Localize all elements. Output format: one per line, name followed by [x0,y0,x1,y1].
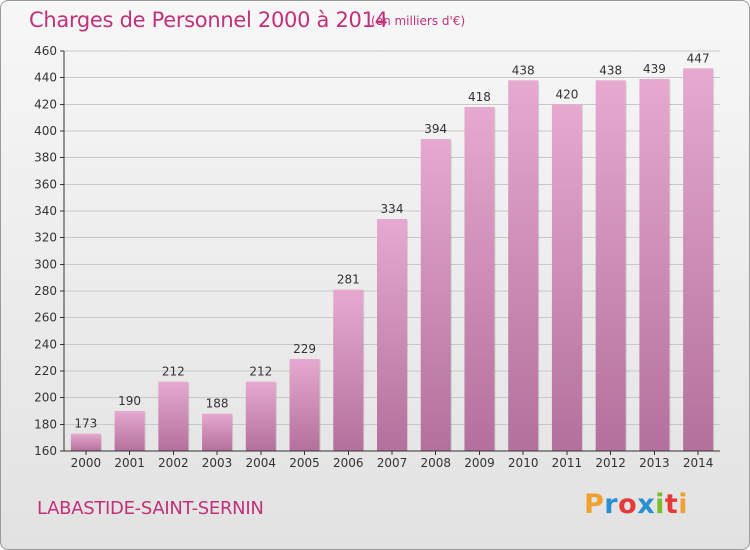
data-label-2002: 212 [162,365,185,379]
x-tick-label-2005: 2005 [289,456,320,470]
bar-2010 [508,80,539,451]
bar-2014 [683,68,714,451]
logo-letter: t [664,489,679,520]
x-tick-label-2000: 2000 [71,456,102,470]
bar-2007 [377,219,407,451]
bar-2012 [595,80,626,451]
y-tick-label: 180 [34,417,57,431]
x-tick-label-2011: 2011 [552,456,583,470]
data-label-2009: 418 [468,90,491,104]
bar-2004 [245,381,276,451]
data-label-2011: 420 [555,87,578,101]
chart-subtitle: (en milliers d'€) [371,14,466,28]
bar-2011 [551,104,582,451]
bars [70,68,715,451]
bar-2003 [202,413,233,451]
data-label-2006: 281 [337,273,360,287]
y-tick-label: 420 [34,97,57,111]
y-tick-label: 260 [34,311,57,325]
logo-letter: i [678,489,689,520]
y-tick-label: 280 [34,284,57,298]
x-tick-label-2002: 2002 [158,456,189,470]
x-tick-label-2010: 2010 [508,456,539,470]
data-label-2014: 447 [687,51,710,65]
y-tick-label: 380 [34,151,57,165]
data-label-2000: 173 [74,417,97,431]
x-tick-label-2012: 2012 [595,456,626,470]
logo-letter: i [655,489,665,520]
y-tick-label: 440 [34,71,57,85]
x-tick-label-2014: 2014 [683,456,714,470]
bar-2008 [420,139,451,451]
y-tick-label: 240 [34,337,57,351]
logo-letter: x [637,489,656,520]
y-tick-label: 200 [34,391,57,405]
x-tick-label-2009: 2009 [464,456,495,470]
axes: 160 180 200 220 240 260 280 300 320 340 360 380 400 4… [34,44,720,470]
data-label-2005: 229 [293,342,316,356]
chart-title: Charges de Personnel 2000 à 2014 [29,8,388,32]
bar-2001 [114,411,145,451]
x-tick-label-2008: 2008 [420,456,451,470]
x-tick-label-2013: 2013 [639,456,670,470]
y-tick-label: 360 [34,177,57,191]
y-tick-label: 460 [34,44,57,58]
x-tick-label-2004: 2004 [246,456,277,470]
y-tick-label: 400 [34,124,57,138]
data-label-2008: 394 [424,122,447,136]
logo-letter: P [584,489,605,520]
x-tick-label-2006: 2006 [333,456,364,470]
y-tick-label: 220 [34,364,57,378]
data-labels: 173 190 212 188 212 229 281 334 394 418 438 420 438 4… [74,51,709,430]
data-label-2001: 190 [118,394,141,408]
bar-2013 [639,79,670,451]
data-label-2013: 439 [643,62,666,76]
bar-2006 [333,289,364,451]
data-label-2003: 188 [206,397,229,411]
y-tick-label: 320 [34,231,57,245]
data-label-2012: 438 [599,63,622,77]
y-tick-label: 160 [34,444,57,458]
bar-2005 [289,359,320,451]
bar-2009 [464,107,495,451]
data-label-2007: 334 [381,202,404,216]
x-tick-label-2007: 2007 [377,456,408,470]
x-tick-label-2001: 2001 [114,456,145,470]
y-tick-label: 340 [34,204,57,218]
data-label-2010: 438 [512,63,535,77]
x-tick-label-2003: 2003 [202,456,233,470]
data-label-2004: 212 [249,365,272,379]
proxiti-logo[interactable]: Proxiti [584,489,688,520]
bar-2002 [158,381,189,451]
bar-2000 [70,433,101,451]
commune-name: LABASTIDE-SAINT-SERNIN [37,498,264,519]
y-tick-label: 300 [34,257,57,271]
logo-letter: r [604,489,619,520]
logo-letter: o [618,489,638,520]
